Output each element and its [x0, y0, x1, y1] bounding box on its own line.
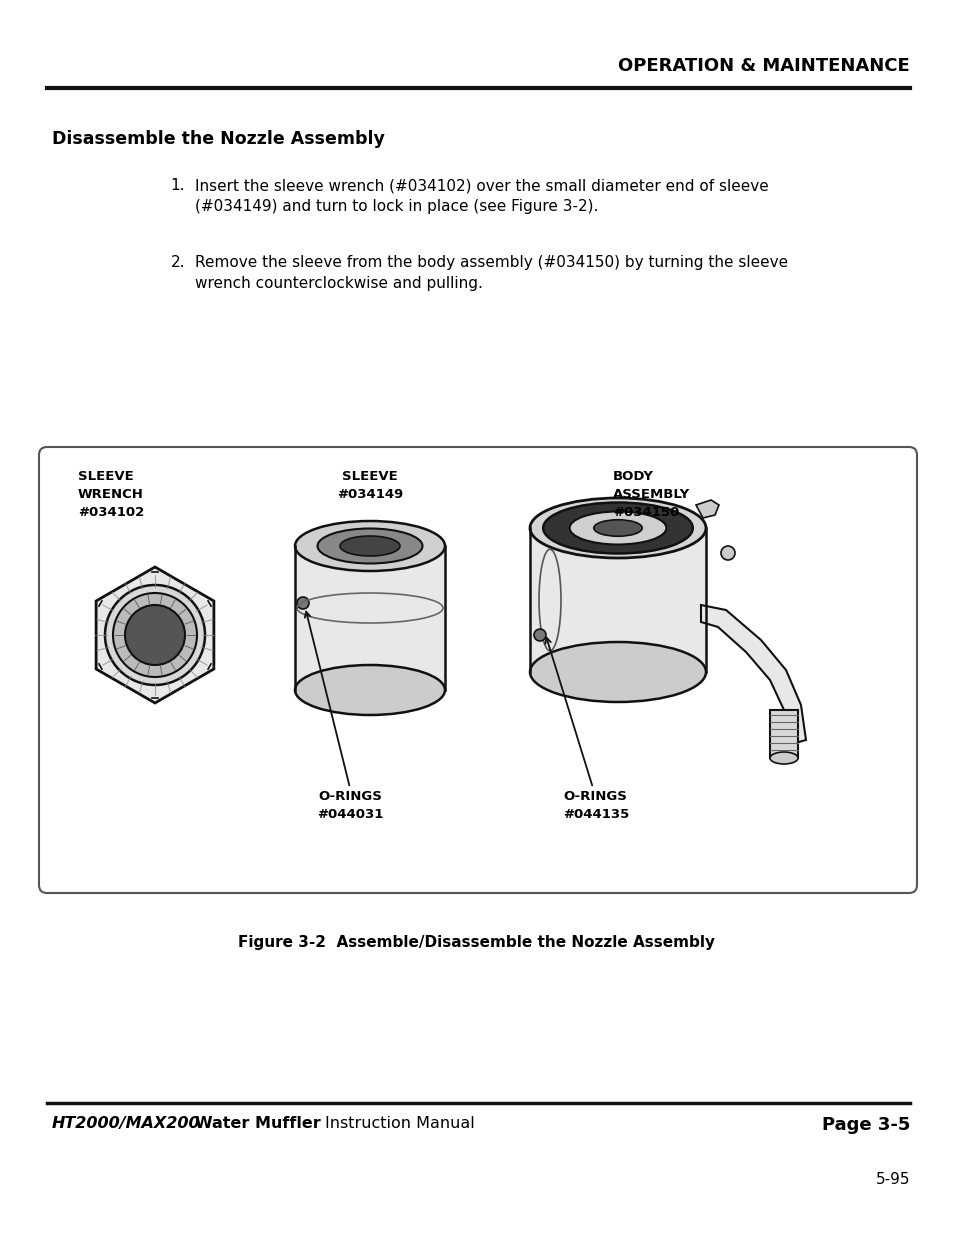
Text: Insert the sleeve wrench (#034102) over the small diameter end of sleeve
(#03414: Insert the sleeve wrench (#034102) over …	[194, 178, 768, 214]
Ellipse shape	[317, 529, 422, 563]
Ellipse shape	[294, 664, 444, 715]
Ellipse shape	[530, 642, 705, 701]
Circle shape	[125, 605, 185, 664]
Bar	[530, 529, 705, 673]
Text: SLEEVE
#034149: SLEEVE #034149	[336, 471, 403, 501]
Circle shape	[105, 585, 205, 685]
Text: BODY
ASSEMBLY
#034150: BODY ASSEMBLY #034150	[613, 471, 690, 519]
Ellipse shape	[530, 498, 705, 558]
Circle shape	[112, 593, 196, 677]
Text: Water Muffler: Water Muffler	[194, 1116, 320, 1131]
Ellipse shape	[294, 521, 444, 571]
Text: Remove the sleeve from the body assembly (#034150) by turning the sleeve
wrench : Remove the sleeve from the body assembly…	[194, 254, 787, 291]
Text: 2.: 2.	[171, 254, 185, 270]
Ellipse shape	[593, 520, 641, 536]
FancyBboxPatch shape	[39, 447, 916, 893]
Text: O-RINGS
#044135: O-RINGS #044135	[562, 790, 629, 821]
Ellipse shape	[339, 536, 399, 556]
Circle shape	[534, 629, 545, 641]
Text: OPERATION & MAINTENANCE: OPERATION & MAINTENANCE	[618, 57, 909, 75]
Ellipse shape	[542, 503, 692, 553]
Circle shape	[296, 597, 309, 609]
Text: 1.: 1.	[171, 178, 185, 193]
Polygon shape	[96, 567, 213, 703]
Polygon shape	[696, 500, 719, 517]
Bar	[294, 546, 444, 692]
Text: Instruction Manual: Instruction Manual	[325, 1116, 475, 1131]
Text: O-RINGS
#044031: O-RINGS #044031	[316, 790, 383, 821]
Text: SLEEVE
WRENCH
#034102: SLEEVE WRENCH #034102	[78, 471, 144, 519]
Text: 5-95: 5-95	[875, 1172, 909, 1187]
Text: Page 3-5: Page 3-5	[821, 1116, 909, 1134]
Text: Disassemble the Nozzle Assembly: Disassemble the Nozzle Assembly	[52, 130, 384, 148]
Ellipse shape	[569, 511, 666, 545]
Text: Figure 3-2  Assemble/Disassemble the Nozzle Assembly: Figure 3-2 Assemble/Disassemble the Nozz…	[238, 935, 715, 950]
Text: HT2000/MAX200: HT2000/MAX200	[52, 1116, 200, 1131]
Polygon shape	[700, 605, 805, 745]
Bar	[769, 710, 797, 758]
Circle shape	[720, 546, 734, 559]
Ellipse shape	[769, 752, 797, 764]
